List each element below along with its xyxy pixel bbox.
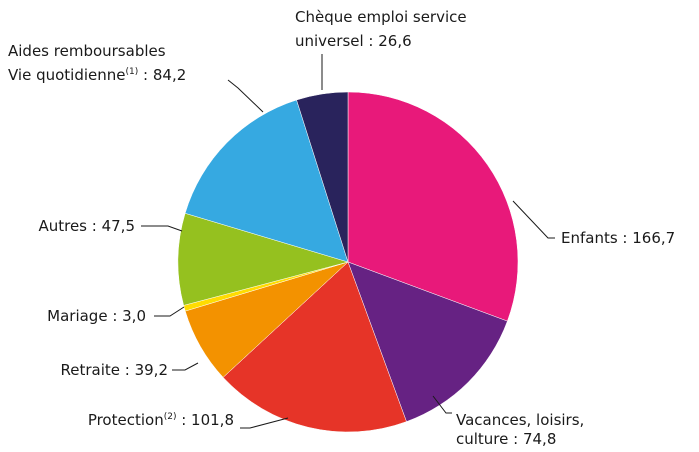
pie-slice-autres	[177, 212, 349, 306]
label-enfants: Enfants : 166,7	[561, 229, 675, 247]
label-aides-name: Vie quotidienne	[8, 66, 126, 84]
leader-line-mariage	[154, 306, 185, 317]
leader-line-enfants	[512, 200, 555, 239]
label-aides-note: (1)	[126, 67, 139, 77]
label-cesu-line2: universel : 26,6	[295, 32, 412, 50]
leader-line-autres	[141, 225, 183, 232]
pie-slice-enfants	[347, 91, 519, 322]
label-protection-note: (2)	[164, 412, 177, 422]
leader-line-retraite	[172, 362, 199, 371]
label-autres: Autres : 47,5	[38, 217, 135, 235]
slice-labels: Enfants : 166,7 Vacances, loisirs, cultu…	[8, 8, 675, 448]
pie-slice-protection	[222, 261, 407, 433]
label-aides-line2: Vie quotidienne(1) : 84,2	[8, 66, 186, 84]
label-cesu-line1: Chèque emploi service	[295, 8, 467, 26]
leader-lines	[141, 54, 555, 429]
label-mariage: Mariage : 3,0	[47, 307, 146, 325]
label-aides-value: : 84,2	[138, 66, 186, 84]
leader-line-vacances	[432, 395, 452, 414]
pie-slice-ch-que-emploi-service-universel	[296, 91, 349, 263]
leader-line-protection	[240, 417, 289, 429]
label-aides-line1: Aides remboursables	[8, 42, 166, 60]
label-retraite: Retraite : 39,2	[61, 361, 168, 379]
label-vacances-line1: Vacances, loisirs,	[456, 411, 584, 429]
label-vacances-line2: culture : 74,8	[456, 430, 556, 448]
label-protection: Protection(2) : 101,8	[88, 411, 234, 429]
pie-slices	[177, 91, 519, 433]
leader-line-aides	[227, 79, 264, 113]
pie-slice-aides-remboursables-vie-quotidienne	[184, 99, 349, 263]
pie-slice-vacances-loisirs-culture	[347, 261, 508, 422]
label-protection-value: : 101,8	[176, 411, 234, 429]
label-protection-name: Protection	[88, 411, 164, 429]
